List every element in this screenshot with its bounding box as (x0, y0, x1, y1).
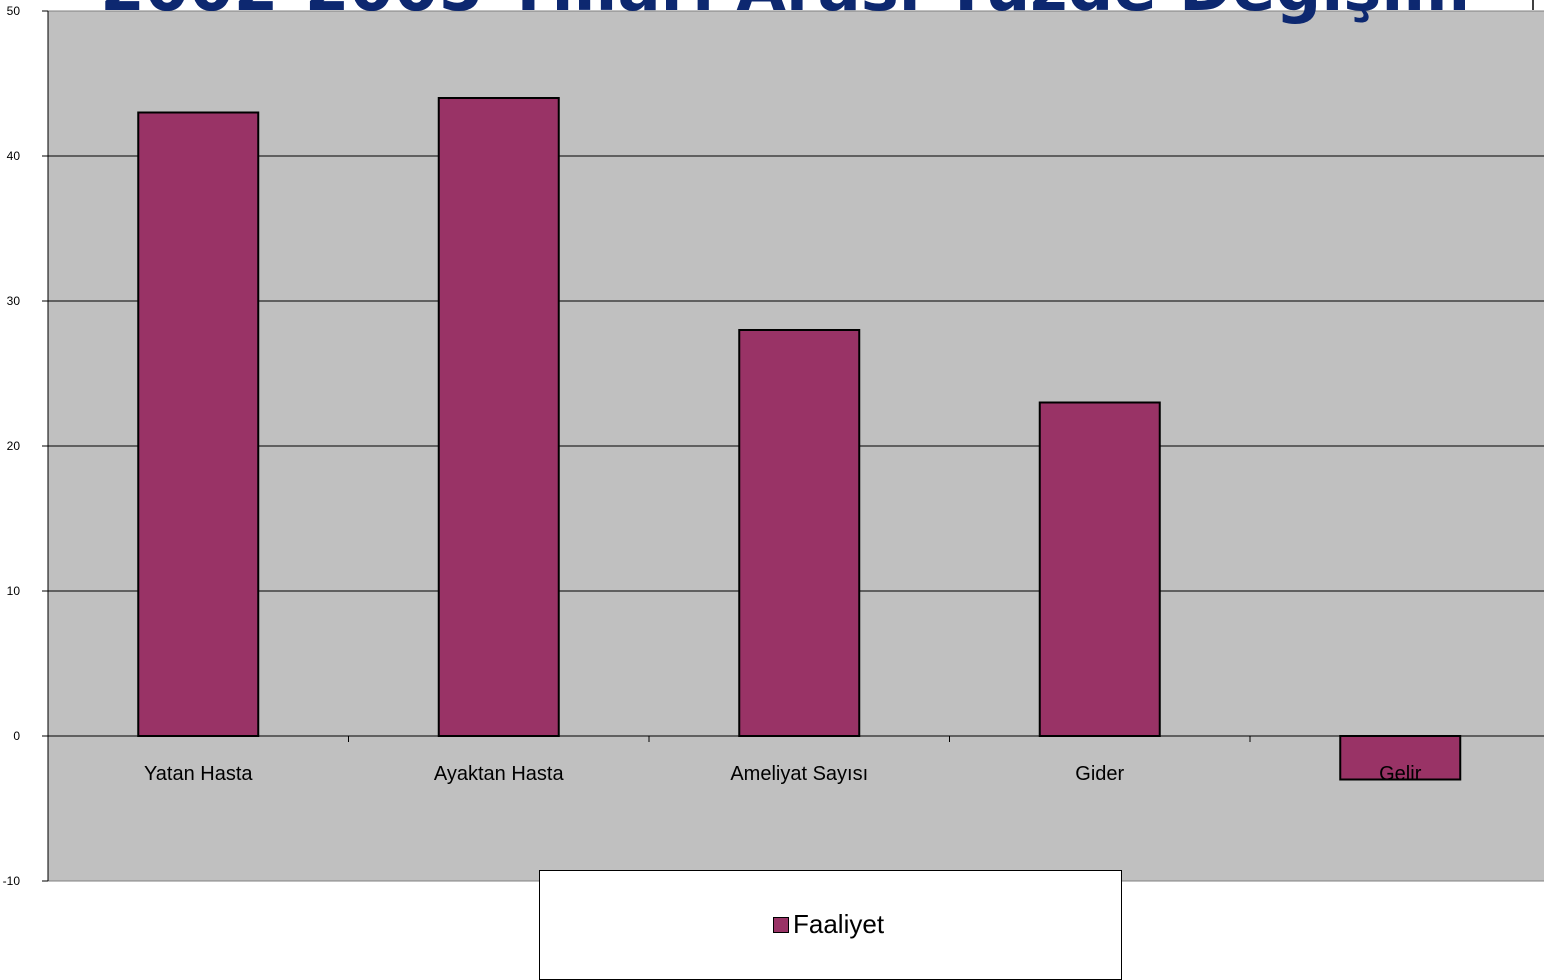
x-tick-label: Gider (1075, 763, 1124, 785)
x-tick-label: Ayaktan Hasta (434, 763, 565, 785)
legend-entry: Faaliyet (773, 909, 884, 940)
bar (437, 97, 560, 737)
x-tick-label: Ameliyat Sayısı (730, 763, 868, 785)
y-tick-label: 40 (7, 149, 21, 163)
bar (137, 111, 260, 737)
legend-label: Faaliyet (793, 909, 885, 939)
legend-swatch (773, 916, 789, 933)
y-tick-label: 10 (7, 584, 21, 598)
y-tick-labels: -10 0 10 20 30 40 50 (3, 4, 21, 888)
y-tick-label: -10 (3, 874, 21, 888)
bar (738, 329, 861, 737)
x-tick-label: Gelir (1379, 763, 1422, 785)
x-tick-labels: Yatan Hasta Ayaktan Hasta Ameliyat Sayısı G… (144, 763, 1422, 785)
bar (1038, 401, 1161, 737)
axes (42, 10, 1544, 882)
chart-title: 2002-2005 Yılları Arası Yüzde Değişim (100, 0, 1470, 26)
legend: Faaliyet (539, 870, 1122, 980)
y-tick-label: 20 (7, 439, 21, 453)
bars (137, 97, 1462, 781)
y-tick-label: 0 (13, 729, 20, 743)
y-tick-label: 50 (7, 4, 21, 18)
x-tick-label: Yatan Hasta (144, 763, 253, 785)
y-tick-label: 30 (7, 294, 21, 308)
